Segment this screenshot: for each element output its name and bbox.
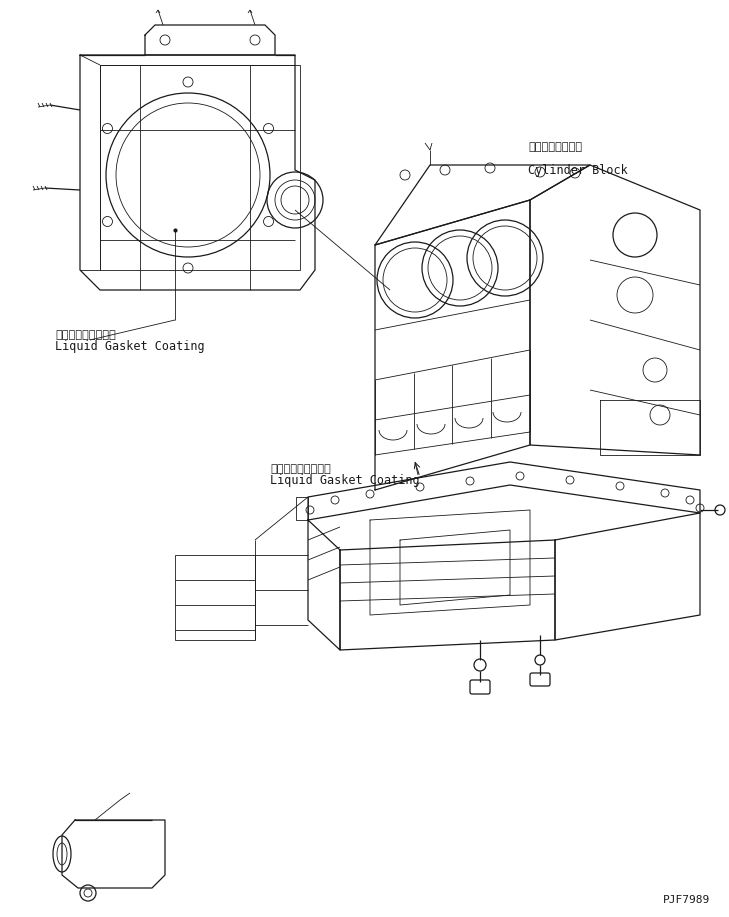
Bar bbox=[175, 555, 255, 640]
Text: 液状ガスケット塗布: 液状ガスケット塗布 bbox=[270, 464, 331, 474]
Text: PJF7989: PJF7989 bbox=[663, 895, 710, 905]
Text: シリンダブロック: シリンダブロック bbox=[528, 142, 582, 152]
Text: Liquid Gasket Coating: Liquid Gasket Coating bbox=[55, 340, 205, 353]
Text: Liquid Gasket Coating: Liquid Gasket Coating bbox=[270, 474, 420, 487]
Text: Cylinder Block: Cylinder Block bbox=[528, 164, 628, 177]
Text: 液状ガスケット塗布: 液状ガスケット塗布 bbox=[55, 330, 116, 340]
